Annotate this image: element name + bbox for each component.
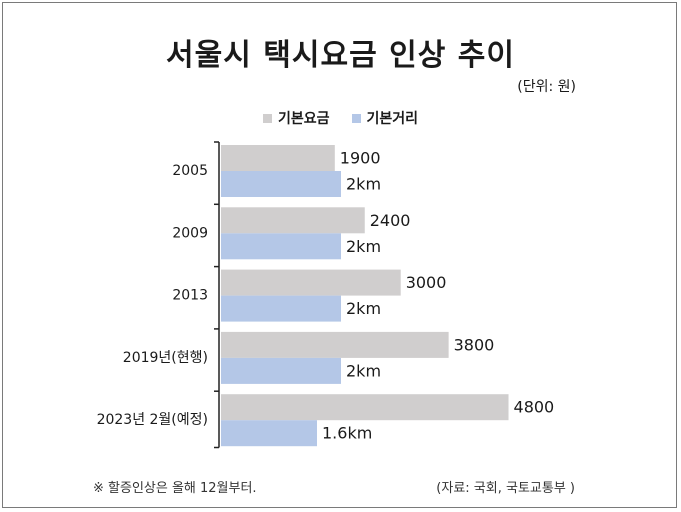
chart-frame (2, 2, 677, 508)
data-label-base-distance: 2km (346, 237, 381, 256)
legend-label-base-distance: 기본거리 (366, 111, 419, 127)
bar-base-fare (221, 269, 401, 296)
category-label: 2019년(현행) (123, 350, 208, 366)
data-label-base-fare: 3000 (406, 273, 447, 292)
bar-base-distance (221, 357, 341, 384)
data-label-base-distance: 2km (346, 175, 381, 194)
data-label-base-distance: 1.6km (322, 424, 372, 443)
category-label: 2013 (172, 288, 208, 304)
bar-base-fare (221, 331, 449, 358)
data-label-base-fare: 4800 (514, 398, 555, 417)
bar-base-distance (221, 171, 341, 197)
bar-base-fare (221, 394, 509, 421)
legend-swatch-base-fare (262, 113, 272, 123)
bar-base-fare (221, 145, 335, 171)
legend-item-base-distance: 기본거리 (351, 108, 419, 128)
source-note: (자료: 국회, 국토교통부 ) (436, 481, 575, 496)
footnote: ※ 할증인상은 올해 12월부터. (93, 481, 257, 496)
bar-base-distance (221, 295, 341, 322)
data-label-base-distance: 2km (346, 361, 381, 380)
data-label-base-distance: 2km (346, 299, 381, 318)
legend-label-base-fare: 기본요금 (277, 111, 330, 127)
legend: 기본요금 기본거리 (0, 108, 681, 128)
bar-base-distance (221, 420, 317, 447)
legend-item-base-fare: 기본요금 (262, 108, 330, 128)
chart-title: 서울시 택시요금 인상 추이 (166, 38, 515, 73)
bar-base-fare (221, 207, 365, 234)
bar-base-distance (221, 233, 341, 260)
category-label: 2023년 2월(예정) (97, 412, 208, 428)
category-label: 2005 (172, 163, 208, 179)
category-label: 2009 (172, 225, 208, 241)
data-label-base-fare: 1900 (340, 149, 381, 168)
unit-note: (단위: 원) (517, 79, 576, 95)
data-label-base-fare: 2400 (370, 211, 411, 230)
legend-swatch-base-distance (351, 113, 361, 123)
data-label-base-fare: 3800 (454, 335, 495, 354)
